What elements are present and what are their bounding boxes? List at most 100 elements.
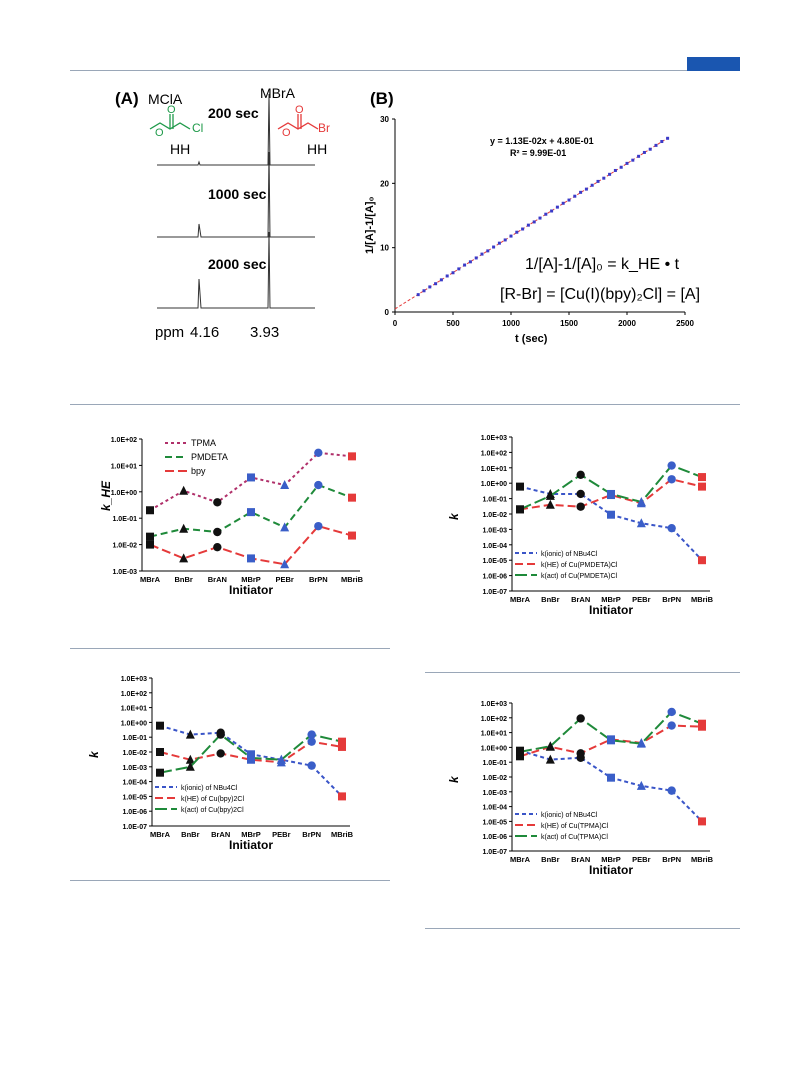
ppm-value-1: 4.16	[190, 324, 219, 341]
legend-label: k(HE) of Cu(PMDETA)Cl	[541, 562, 618, 569]
data-marker-square	[607, 736, 615, 745]
legend-label: k(ionic) of NBu4Cl	[541, 551, 598, 558]
legend-label: k(HE) of Cu(TPMA)Cl	[541, 823, 609, 830]
data-marker-square	[698, 719, 706, 728]
fit-line	[394, 137, 668, 310]
y-tick-label: 1.0E+03	[481, 435, 507, 442]
data-marker-square	[516, 747, 524, 756]
x-tick-label: MBrA	[510, 595, 531, 604]
x-tick-label: MBriB	[691, 855, 714, 864]
y-tick-label: 1.0E-02	[482, 775, 507, 782]
data-marker-triangle	[636, 497, 646, 507]
data-marker-square	[338, 742, 346, 751]
y-tick-label: 1.0E-01	[122, 735, 147, 742]
y-tick-label: 1.0E+02	[481, 716, 507, 723]
y-axis-label: k	[447, 775, 461, 783]
x-tick-label: BnBr	[174, 575, 192, 584]
y-tick-label: 1.0E-07	[482, 589, 507, 596]
y-axis-label: k	[447, 512, 461, 520]
data-point	[654, 143, 658, 147]
mbra-o-top: O	[295, 104, 304, 116]
data-marker-triangle	[545, 490, 555, 500]
data-marker-triangle	[179, 523, 189, 533]
data-point	[445, 274, 449, 278]
header-rule	[70, 70, 740, 71]
spectrum-label-1000: 1000 sec	[208, 186, 267, 202]
y-tick-label: 1.0E-03	[482, 527, 507, 534]
mbra-hh: HH	[307, 141, 327, 157]
x-tick-label: PEBr	[272, 830, 290, 839]
y-tick-label: 1.0E-02	[112, 543, 137, 550]
legend-label: k(act) of Cu(TPMA)Cl	[541, 834, 608, 841]
data-marker-square	[146, 532, 154, 541]
data-marker-triangle	[636, 780, 646, 790]
data-marker-circle	[314, 448, 323, 458]
data-marker-circle	[576, 749, 585, 758]
y-tick-label: 1.0E-06	[122, 809, 147, 816]
y-tick-label: 1.0E-02	[482, 512, 507, 519]
y-tick-label: 1.0E-01	[112, 516, 137, 523]
data-marker-circle	[576, 502, 585, 511]
y-tick-label: 1.0E-03	[112, 569, 137, 576]
data-point	[561, 201, 565, 205]
figure-divider-2	[70, 648, 390, 649]
y-axis-label: k	[87, 750, 101, 758]
data-point	[532, 220, 536, 224]
y-tick-label: 1.0E-04	[482, 543, 507, 550]
nmr-panel: (A) MClA MBrA O O Cl HH O O Br HH 200 se…	[115, 85, 330, 341]
data-point	[480, 252, 484, 256]
data-marker-square	[338, 737, 346, 746]
x-axis-label: t (sec)	[515, 333, 548, 345]
y-tick-label: 1.0E+00	[481, 745, 507, 752]
data-point	[619, 165, 623, 169]
series-line	[519, 710, 703, 753]
data-marker-circle	[307, 730, 316, 739]
mbra-structure	[277, 114, 319, 130]
y-tick-label: 1.0E-02	[122, 750, 147, 757]
mcla-hh: HH	[170, 141, 190, 157]
data-marker-triangle	[545, 499, 555, 509]
x-axis-label: Initiator	[589, 863, 633, 877]
x-tick-label: BnBr	[181, 830, 199, 839]
y-tick-label: 1.0E+02	[111, 437, 137, 444]
y-tick-label: 1.0E-05	[122, 794, 147, 801]
mbra-o-mid: O	[282, 127, 291, 139]
figure-divider-1	[70, 404, 740, 405]
data-marker-circle	[216, 749, 225, 758]
legend-label: k(act) of Cu(bpy)2Cl	[181, 807, 244, 814]
data-marker-circle	[667, 523, 676, 533]
fit-r2: R² = 9.99E-01	[510, 148, 566, 158]
data-marker-square	[146, 506, 154, 515]
data-point	[544, 212, 548, 216]
series-line	[519, 464, 703, 511]
bpy-chart: 1.0E-07 1.0E-06 1.0E-05 1.0E-04 1.0E-03 1.0E-…	[87, 676, 354, 852]
data-marker-circle	[667, 461, 676, 470]
data-marker-circle	[213, 527, 222, 537]
data-point	[451, 271, 455, 275]
data-marker-square	[516, 505, 524, 514]
panel-a-label: (A)	[115, 89, 139, 108]
mcla-cl: Cl	[192, 121, 203, 135]
trace-200	[157, 93, 315, 166]
formula-1: 1/[A]-1/[A]₀ = k_HE • t	[525, 256, 680, 273]
data-marker-circle	[213, 498, 222, 507]
x-tick-label: 1000	[502, 319, 520, 328]
legend-label: PMDETA	[191, 452, 228, 462]
nmr-traces	[157, 93, 315, 309]
data-marker-square	[698, 817, 706, 826]
data-marker-square	[348, 452, 356, 461]
data-marker-triangle	[280, 559, 290, 569]
mbra-br: Br	[318, 121, 330, 135]
data-marker-square	[516, 752, 524, 761]
data-marker-square	[247, 753, 255, 762]
data-point	[416, 293, 420, 297]
data-marker-circle	[667, 707, 676, 717]
x-tick-label: BrAN	[571, 595, 590, 604]
figure-divider-5	[425, 928, 740, 929]
x-tick-label: MBrP	[601, 855, 621, 864]
data-marker-circle	[667, 786, 676, 795]
data-marker-square	[247, 473, 255, 482]
data-marker-circle	[307, 761, 316, 770]
data-point	[567, 198, 571, 202]
data-marker-square	[348, 531, 356, 540]
